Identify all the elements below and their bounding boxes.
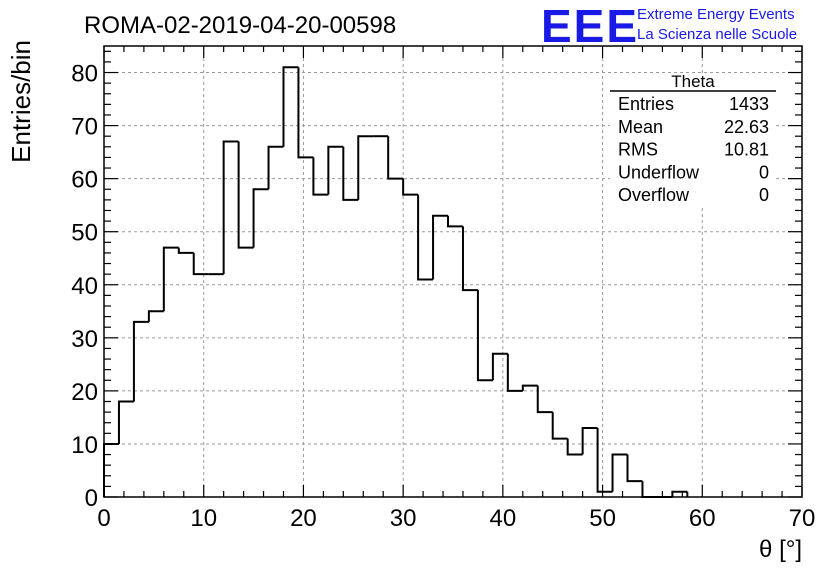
histogram-bin [297, 67, 314, 159]
x-tick-label: 40 [490, 505, 517, 532]
histogram-bin [342, 146, 359, 201]
stats-box: Theta Entries 1433 Mean 22.63 RMS 10.81 Underf… [610, 72, 776, 208]
histogram-bin [506, 353, 523, 392]
x-tick-label: 60 [689, 505, 716, 532]
histogram-bin [581, 427, 598, 455]
x-tick-label: 30 [390, 505, 417, 532]
histogram-bin [476, 290, 493, 382]
y-tick-label: 20 [71, 379, 98, 406]
axis-ticks [103, 46, 803, 498]
x-tick-label: 70 [789, 505, 816, 532]
eee-logo: EEE [541, 0, 639, 52]
stats-row-value: 0 [759, 162, 769, 182]
x-tick-label: 50 [589, 505, 616, 532]
y-tick-label: 0 [85, 485, 98, 512]
histogram-bin [596, 428, 613, 493]
x-axis-label: θ [°] [759, 536, 802, 563]
histogram-bin [417, 194, 434, 281]
histogram-bin [611, 453, 628, 492]
histogram-bin [626, 454, 643, 483]
x-tick-label: 10 [190, 505, 217, 532]
histogram-bin [357, 135, 374, 200]
histogram-bin [312, 157, 329, 196]
y-tick-label: 80 [71, 61, 98, 88]
histogram-bin [222, 140, 239, 275]
histogram-bin [103, 442, 119, 497]
stats-row-label: Entries [618, 94, 674, 114]
histogram-bin [162, 246, 179, 312]
y-tick-label: 70 [71, 114, 98, 141]
stats-row-label: Underflow [618, 162, 700, 182]
stats-title: Theta [671, 72, 715, 91]
brand-line-2: La Scienza nelle Scuole [637, 26, 797, 43]
histogram-bin [536, 385, 553, 414]
histogram-bin [551, 412, 568, 440]
histogram-bin [461, 226, 478, 292]
histogram-bin [252, 188, 269, 248]
stats-row-label: Mean [618, 117, 663, 137]
histogram-bin [282, 66, 299, 147]
stats-box-background [610, 74, 776, 208]
brand-line-1: Extreme Energy Events [637, 6, 795, 23]
y-tick-label: 30 [71, 326, 98, 353]
histogram-bin [521, 384, 538, 391]
histogram-bin [267, 145, 284, 190]
histogram-bin [641, 481, 658, 498]
stats-row-value: 10.81 [724, 140, 769, 160]
y-tick-label: 10 [71, 432, 98, 459]
histogram-bin [177, 247, 194, 254]
x-tick-label: 20 [290, 505, 317, 532]
y-tick-label: 50 [71, 220, 98, 247]
plot-frame [103, 45, 803, 498]
stats-row-value: 0 [759, 185, 769, 205]
histogram [103, 66, 689, 498]
histogram-bin [432, 214, 449, 280]
histogram-bin [147, 310, 164, 322]
stats-row-value: 1433 [729, 94, 769, 114]
stats-row-label: RMS [618, 140, 658, 160]
y-tick-label: 60 [71, 167, 98, 194]
grid-lines [104, 46, 802, 497]
histogram-bin [132, 320, 149, 402]
y-tick-label: 40 [71, 273, 98, 300]
stats-row-label: Overflow [618, 185, 690, 205]
tick-labels: 0 10 20 30 40 50 60 70 0 10 20 30 40 50 60 70 80 [71, 61, 815, 532]
histogram-bin [117, 400, 134, 444]
histogram-bin [327, 145, 344, 195]
histogram-bin [491, 352, 508, 381]
histogram-bin [402, 178, 419, 196]
histogram-bin [387, 136, 404, 180]
run-title: ROMA-02-2019-04-20-00598 [84, 12, 396, 39]
histogram-bin [237, 141, 254, 249]
x-tick-label: 0 [97, 505, 110, 532]
histogram-bin [671, 490, 688, 497]
stats-row-value: 22.63 [724, 117, 769, 137]
histogram-bin [192, 252, 209, 276]
y-axis-label: Entries/bin [6, 40, 36, 163]
histogram-bin [566, 438, 583, 456]
histogram-bin [447, 215, 463, 228]
